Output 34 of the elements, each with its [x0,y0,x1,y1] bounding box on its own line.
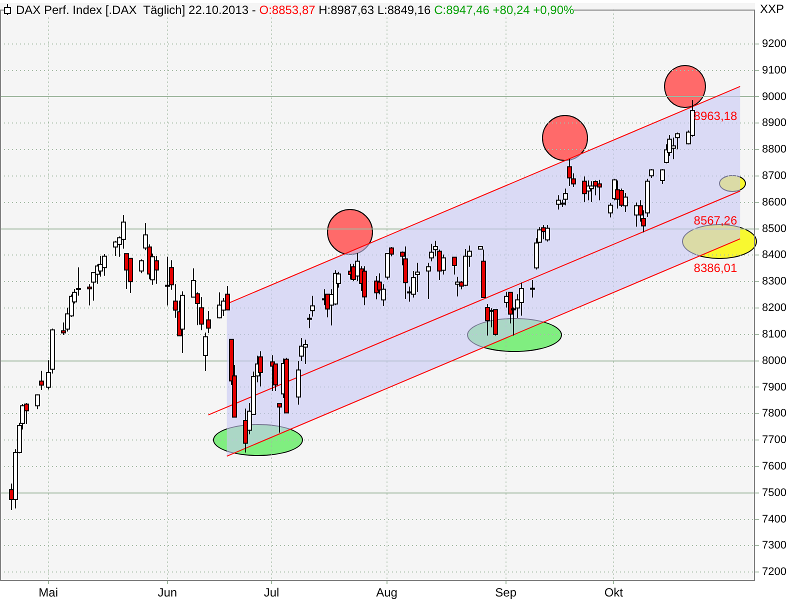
y-tick-label: 8300 [762,276,786,288]
annotation: O:8853,87 [258,3,316,17]
y-tick-label: 8100 [762,328,786,340]
x-tick-label: Aug [376,586,398,600]
y-tick-label: 7500 [762,486,786,499]
y-tick-label: 8200 [762,302,786,314]
y-tick-label: 7800 [762,408,786,420]
y-tick-label: 8800 [762,144,786,156]
y-tick-label: 8700 [762,170,786,182]
y-axis-title: XXP [760,2,784,16]
x-tick-label: Mai [38,586,58,600]
y-tick-label: 8500 [762,222,786,235]
annotation: C:8947,46 +80,24 +0,90% [433,3,574,17]
y-tick-label: 8000 [762,354,786,367]
chart-title: DAX Perf. Index [.DAX Täglich] 22.10.2013 - [16,3,256,17]
y-tick-label: 9000 [762,90,786,103]
y-tick-label: 7200 [762,566,786,578]
y-tick-label: 7400 [762,513,786,526]
x-tick-label: Jul [264,586,280,600]
y-tick-label: 8900 [762,117,786,130]
x-tick-label: Okt [604,586,624,600]
y-tick-label: 7900 [762,381,786,394]
y-tick-label: 7300 [762,540,786,552]
y-tick-label: 8400 [762,249,786,262]
x-tick-label: Jun [158,586,178,600]
y-tick-label: 7600 [762,460,786,472]
y-tick-label: 9100 [762,64,786,76]
annotation: H:8987,63 L:8849,16 [318,3,431,17]
y-tick-label: 7700 [762,434,786,446]
y-tick-label: 9200 [762,38,786,50]
annotation: 8567,26 [694,213,738,228]
x-tick-label: Sep [495,586,517,600]
annotation: 8386,01 [694,261,738,276]
y-tick-label: 8600 [762,196,786,208]
